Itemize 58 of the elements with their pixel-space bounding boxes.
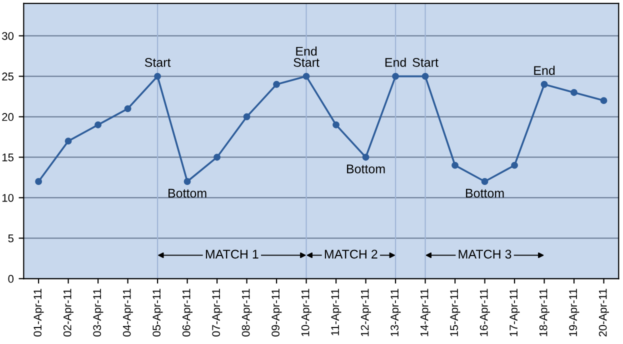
point — [243, 113, 250, 120]
x-tick-label: 03-Apr-11 — [93, 288, 104, 337]
x-tick-label: 18-Apr-11 — [539, 288, 550, 336]
y-tick-label: 25 — [2, 72, 14, 80]
point — [273, 80, 280, 88]
annotation: MATCH 2 — [324, 250, 378, 259]
x-tick-label: 19-Apr-11 — [569, 288, 580, 336]
x-tick-label: 07-Apr-11 — [212, 288, 222, 337]
x-tick-label: 06-Apr-11 — [182, 288, 192, 337]
x-tick-label: 11-Apr-11 — [331, 288, 342, 336]
point — [570, 89, 578, 96]
annotation: Start — [144, 58, 171, 67]
point — [600, 97, 608, 104]
point — [94, 121, 102, 128]
point — [332, 121, 340, 128]
y-tick-label: 5 — [8, 234, 14, 242]
y-tick-label: 20 — [2, 113, 14, 121]
annotation: End — [385, 58, 406, 67]
x-tick-label: 15-Apr-11 — [450, 288, 460, 336]
annotation: Bottom — [168, 188, 206, 198]
y-tick-label: 15 — [2, 154, 14, 162]
annotation: Start — [412, 58, 438, 67]
x-tick-label: 16-Apr-11 — [480, 288, 490, 336]
point — [64, 138, 72, 145]
y-tick-label: 0 — [8, 274, 14, 283]
x-tick-label: 10-Apr-11 — [301, 288, 312, 336]
x-tick-label: 14-Apr-11 — [420, 288, 430, 336]
x-tick-label: 20-Apr-11 — [598, 288, 609, 336]
point — [184, 178, 191, 185]
x-tick-label: 04-Apr-11 — [122, 288, 133, 337]
point — [302, 72, 310, 80]
annotation: Bottom — [347, 164, 385, 174]
x-tick-label: 01-Apr-11 — [34, 288, 44, 337]
annotation: End Start — [294, 46, 320, 67]
point — [422, 72, 429, 80]
y-tick-label: 10 — [2, 194, 14, 202]
point — [481, 178, 488, 185]
point — [35, 178, 42, 185]
x-tick-label: 02-Apr-11 — [63, 288, 74, 337]
point — [214, 154, 221, 161]
annotation: End — [534, 66, 555, 75]
y-tick-label: 30 — [2, 32, 14, 40]
x-tick-label: 13-Apr-11 — [390, 288, 401, 336]
annotation: Bottom — [466, 188, 504, 198]
point — [362, 154, 370, 161]
x-tick-label: 08-Apr-11 — [242, 288, 252, 337]
point — [511, 162, 518, 169]
x-tick-label: 12-Apr-11 — [360, 288, 371, 336]
annotation: MATCH 3 — [458, 250, 512, 259]
x-tick-label: 17-Apr-11 — [510, 288, 520, 336]
point — [154, 72, 162, 80]
x-tick-label: 09-Apr-11 — [272, 288, 282, 337]
point — [540, 80, 548, 88]
point — [392, 72, 399, 80]
annotation: MATCH 1 — [206, 250, 258, 259]
point — [452, 162, 458, 169]
x-tick-label: 05-Apr-11 — [152, 288, 163, 337]
point — [124, 105, 132, 112]
